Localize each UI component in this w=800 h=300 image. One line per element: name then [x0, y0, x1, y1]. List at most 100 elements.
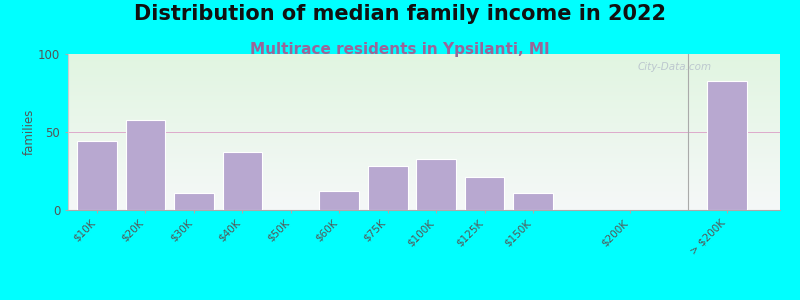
Bar	[68, 169, 780, 170]
Bar	[68, 179, 780, 180]
Bar	[68, 195, 780, 196]
Bar	[68, 169, 780, 170]
Bar	[68, 96, 780, 97]
Bar	[68, 71, 780, 72]
Bar	[68, 120, 780, 121]
Bar	[68, 157, 780, 158]
Bar	[68, 97, 780, 98]
Bar	[68, 152, 780, 153]
Bar	[68, 170, 780, 171]
Bar	[68, 141, 780, 142]
Bar	[68, 166, 780, 167]
Bar	[68, 110, 780, 111]
Bar	[68, 182, 780, 183]
Bar	[68, 142, 780, 143]
Bar	[68, 78, 780, 79]
Bar	[68, 134, 780, 135]
Bar	[68, 87, 780, 88]
Bar	[68, 72, 780, 73]
Bar	[68, 200, 780, 201]
Bar	[68, 161, 780, 162]
Bar	[68, 121, 780, 122]
Bar	[68, 123, 780, 124]
Bar	[68, 208, 780, 209]
Bar	[68, 122, 780, 123]
Bar	[68, 149, 780, 150]
Bar	[68, 54, 780, 55]
Bar	[68, 62, 780, 63]
Bar	[68, 207, 780, 208]
Bar	[68, 117, 780, 118]
Bar	[368, 166, 407, 210]
Bar	[68, 193, 780, 194]
Bar	[68, 183, 780, 184]
Bar	[68, 64, 780, 65]
Bar	[513, 193, 553, 210]
Text: City-Data.com: City-Data.com	[638, 62, 712, 72]
Bar	[68, 176, 780, 177]
Bar	[68, 198, 780, 199]
Bar	[68, 60, 780, 61]
Bar	[68, 91, 780, 92]
Bar	[68, 105, 780, 106]
Bar	[68, 103, 780, 104]
Bar	[68, 162, 780, 163]
Bar	[68, 159, 780, 160]
Bar	[68, 127, 780, 128]
Bar	[68, 56, 780, 57]
Bar	[68, 132, 780, 133]
Bar	[68, 124, 780, 125]
Bar	[68, 109, 780, 110]
Bar	[68, 204, 780, 205]
Bar	[68, 164, 780, 165]
Bar	[68, 160, 780, 161]
Bar	[68, 165, 780, 166]
Bar	[68, 131, 780, 132]
Text: Distribution of median family income in 2022: Distribution of median family income in …	[134, 4, 666, 25]
Bar	[68, 86, 780, 87]
Bar	[68, 83, 780, 84]
Bar	[68, 167, 780, 168]
Bar	[68, 102, 780, 103]
Bar	[68, 94, 780, 95]
Bar	[68, 130, 780, 131]
Bar	[68, 55, 780, 56]
Bar	[68, 108, 780, 109]
Bar	[68, 59, 780, 60]
Bar	[68, 61, 780, 62]
Bar	[68, 100, 780, 101]
Y-axis label: families: families	[22, 109, 35, 155]
Bar	[68, 93, 780, 94]
Bar	[68, 178, 780, 179]
Bar	[68, 189, 780, 190]
Bar	[68, 69, 780, 70]
Bar	[68, 75, 780, 76]
Bar	[68, 129, 780, 130]
Bar	[68, 145, 780, 146]
Bar	[68, 206, 780, 207]
Bar	[68, 203, 780, 204]
Bar	[68, 107, 780, 108]
Bar	[68, 140, 780, 141]
Bar	[68, 188, 780, 189]
Bar	[68, 85, 780, 86]
Bar	[68, 153, 780, 154]
Bar	[68, 99, 780, 100]
Bar	[68, 191, 780, 192]
Bar	[68, 184, 780, 185]
Bar	[68, 209, 780, 210]
Bar	[68, 57, 780, 58]
Bar	[222, 152, 262, 210]
Bar	[68, 147, 780, 148]
Bar	[68, 111, 780, 112]
Bar	[68, 116, 780, 117]
Bar	[68, 181, 780, 182]
Bar	[68, 197, 780, 198]
Bar	[68, 168, 780, 169]
Bar	[68, 185, 780, 186]
Bar	[68, 98, 780, 99]
Bar	[68, 173, 780, 174]
Bar	[68, 139, 780, 140]
Bar	[68, 186, 780, 187]
Bar	[68, 81, 780, 82]
